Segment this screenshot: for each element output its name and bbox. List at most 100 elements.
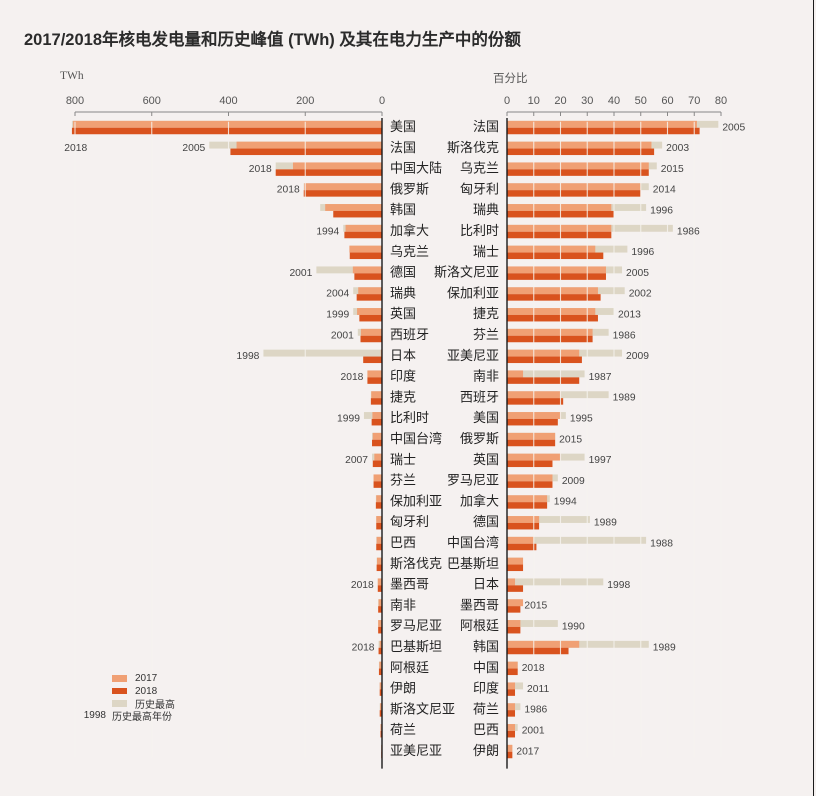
svg-text:2018: 2018 bbox=[64, 143, 87, 154]
svg-text:美国: 美国 bbox=[473, 410, 499, 425]
svg-text:英国: 英国 bbox=[473, 452, 499, 467]
svg-text:40: 40 bbox=[608, 95, 620, 107]
svg-text:600: 600 bbox=[143, 95, 161, 107]
svg-text:斯洛文尼亚: 斯洛文尼亚 bbox=[434, 265, 499, 280]
svg-text:200: 200 bbox=[296, 95, 314, 107]
svg-text:2003: 2003 bbox=[666, 143, 689, 154]
svg-text:俄罗斯: 俄罗斯 bbox=[460, 431, 499, 446]
svg-text:韩国: 韩国 bbox=[473, 639, 499, 654]
svg-text:亚美尼亚: 亚美尼亚 bbox=[447, 348, 499, 363]
svg-text:墨西哥: 墨西哥 bbox=[460, 597, 499, 612]
svg-text:伊朗: 伊朗 bbox=[390, 681, 416, 696]
svg-text:法国: 法国 bbox=[473, 119, 499, 134]
svg-text:比利时: 比利时 bbox=[460, 223, 499, 238]
svg-text:800: 800 bbox=[66, 95, 84, 107]
svg-text:保加利亚: 保加利亚 bbox=[390, 493, 442, 508]
svg-text:1999: 1999 bbox=[337, 413, 360, 424]
svg-text:2001: 2001 bbox=[522, 725, 545, 736]
svg-text:瑞典: 瑞典 bbox=[473, 202, 499, 217]
svg-text:德国: 德国 bbox=[473, 514, 499, 529]
svg-text:中国台湾: 中国台湾 bbox=[390, 431, 442, 446]
svg-text:斯洛伐克: 斯洛伐克 bbox=[447, 140, 499, 155]
svg-text:20: 20 bbox=[554, 95, 566, 107]
svg-text:西班牙: 西班牙 bbox=[460, 389, 499, 404]
svg-text:荷兰: 荷兰 bbox=[473, 701, 499, 716]
svg-text:西班牙: 西班牙 bbox=[390, 327, 429, 342]
svg-text:俄罗斯: 俄罗斯 bbox=[390, 181, 429, 196]
svg-text:2009: 2009 bbox=[562, 476, 585, 487]
svg-text:日本: 日本 bbox=[390, 348, 416, 363]
svg-text:匈牙利: 匈牙利 bbox=[390, 514, 429, 529]
svg-text:400: 400 bbox=[219, 95, 237, 107]
svg-text:1998: 1998 bbox=[236, 351, 259, 362]
svg-text:0: 0 bbox=[504, 95, 510, 107]
svg-text:1994: 1994 bbox=[316, 226, 339, 237]
svg-text:70: 70 bbox=[688, 95, 700, 107]
svg-text:韩国: 韩国 bbox=[390, 202, 416, 217]
svg-text:2015: 2015 bbox=[559, 434, 582, 445]
svg-text:保加利亚: 保加利亚 bbox=[447, 285, 499, 300]
svg-text:瑞士: 瑞士 bbox=[473, 244, 499, 259]
svg-text:1996: 1996 bbox=[631, 247, 654, 258]
svg-text:巴基斯坦: 巴基斯坦 bbox=[447, 556, 499, 571]
svg-text:美国: 美国 bbox=[390, 119, 416, 134]
svg-text:法国: 法国 bbox=[390, 140, 416, 155]
svg-text:乌克兰: 乌克兰 bbox=[390, 244, 429, 259]
svg-text:2007: 2007 bbox=[345, 455, 368, 466]
svg-text:瑞士: 瑞士 bbox=[390, 452, 416, 467]
svg-text:南非: 南非 bbox=[473, 369, 499, 384]
svg-text:1997: 1997 bbox=[589, 455, 612, 466]
svg-text:50: 50 bbox=[635, 95, 647, 107]
svg-text:捷克: 捷克 bbox=[473, 306, 499, 321]
svg-text:印度: 印度 bbox=[390, 369, 416, 384]
svg-text:1995: 1995 bbox=[570, 413, 593, 424]
svg-text:南非: 南非 bbox=[390, 597, 416, 612]
svg-text:10: 10 bbox=[528, 95, 540, 107]
svg-text:2013: 2013 bbox=[618, 309, 641, 320]
svg-text:1989: 1989 bbox=[653, 642, 676, 653]
svg-text:荷兰: 荷兰 bbox=[390, 722, 416, 737]
svg-text:芬兰: 芬兰 bbox=[390, 473, 416, 488]
svg-text:2015: 2015 bbox=[661, 164, 684, 175]
svg-text:30: 30 bbox=[581, 95, 593, 107]
svg-text:巴西: 巴西 bbox=[473, 722, 499, 737]
svg-text:2005: 2005 bbox=[722, 122, 745, 133]
svg-text:中国大陆: 中国大陆 bbox=[390, 161, 442, 176]
svg-text:2018: 2018 bbox=[351, 580, 374, 591]
svg-text:中国: 中国 bbox=[473, 660, 499, 675]
svg-text:2011: 2011 bbox=[527, 684, 549, 695]
svg-text:斯洛伐克: 斯洛伐克 bbox=[390, 556, 442, 571]
svg-text:1986: 1986 bbox=[524, 705, 547, 716]
svg-text:阿根廷: 阿根廷 bbox=[460, 618, 499, 633]
svg-text:1996: 1996 bbox=[650, 205, 673, 216]
svg-text:60: 60 bbox=[661, 95, 673, 107]
svg-text:1998: 1998 bbox=[607, 580, 630, 591]
svg-text:乌克兰: 乌克兰 bbox=[460, 161, 499, 176]
svg-text:1989: 1989 bbox=[594, 517, 617, 528]
svg-text:英国: 英国 bbox=[390, 306, 416, 321]
svg-text:2018: 2018 bbox=[340, 372, 363, 383]
svg-text:比利时: 比利时 bbox=[390, 410, 429, 425]
svg-text:2009: 2009 bbox=[626, 351, 649, 362]
svg-text:瑞典: 瑞典 bbox=[390, 285, 416, 300]
svg-text:2018: 2018 bbox=[277, 185, 300, 196]
svg-text:1990: 1990 bbox=[562, 621, 585, 632]
svg-text:亚美尼亚: 亚美尼亚 bbox=[390, 743, 442, 758]
svg-text:墨西哥: 墨西哥 bbox=[390, 577, 429, 592]
svg-text:80: 80 bbox=[715, 95, 727, 107]
svg-text:2017: 2017 bbox=[516, 746, 539, 757]
svg-text:加拿大: 加拿大 bbox=[390, 223, 429, 238]
svg-text:1994: 1994 bbox=[554, 497, 577, 508]
svg-text:1986: 1986 bbox=[613, 330, 636, 341]
svg-text:2018: 2018 bbox=[522, 663, 545, 674]
svg-text:罗马尼亚: 罗马尼亚 bbox=[390, 618, 442, 633]
svg-text:1999: 1999 bbox=[326, 309, 349, 320]
svg-text:巴基斯坦: 巴基斯坦 bbox=[390, 639, 442, 654]
svg-text:芬兰: 芬兰 bbox=[473, 327, 499, 342]
svg-text:匈牙利: 匈牙利 bbox=[460, 181, 499, 196]
svg-text:巴西: 巴西 bbox=[390, 535, 416, 550]
svg-text:斯洛文尼亚: 斯洛文尼亚 bbox=[390, 701, 455, 716]
svg-text:2015: 2015 bbox=[524, 601, 547, 612]
svg-text:0: 0 bbox=[379, 95, 385, 107]
svg-text:1988: 1988 bbox=[650, 538, 673, 549]
